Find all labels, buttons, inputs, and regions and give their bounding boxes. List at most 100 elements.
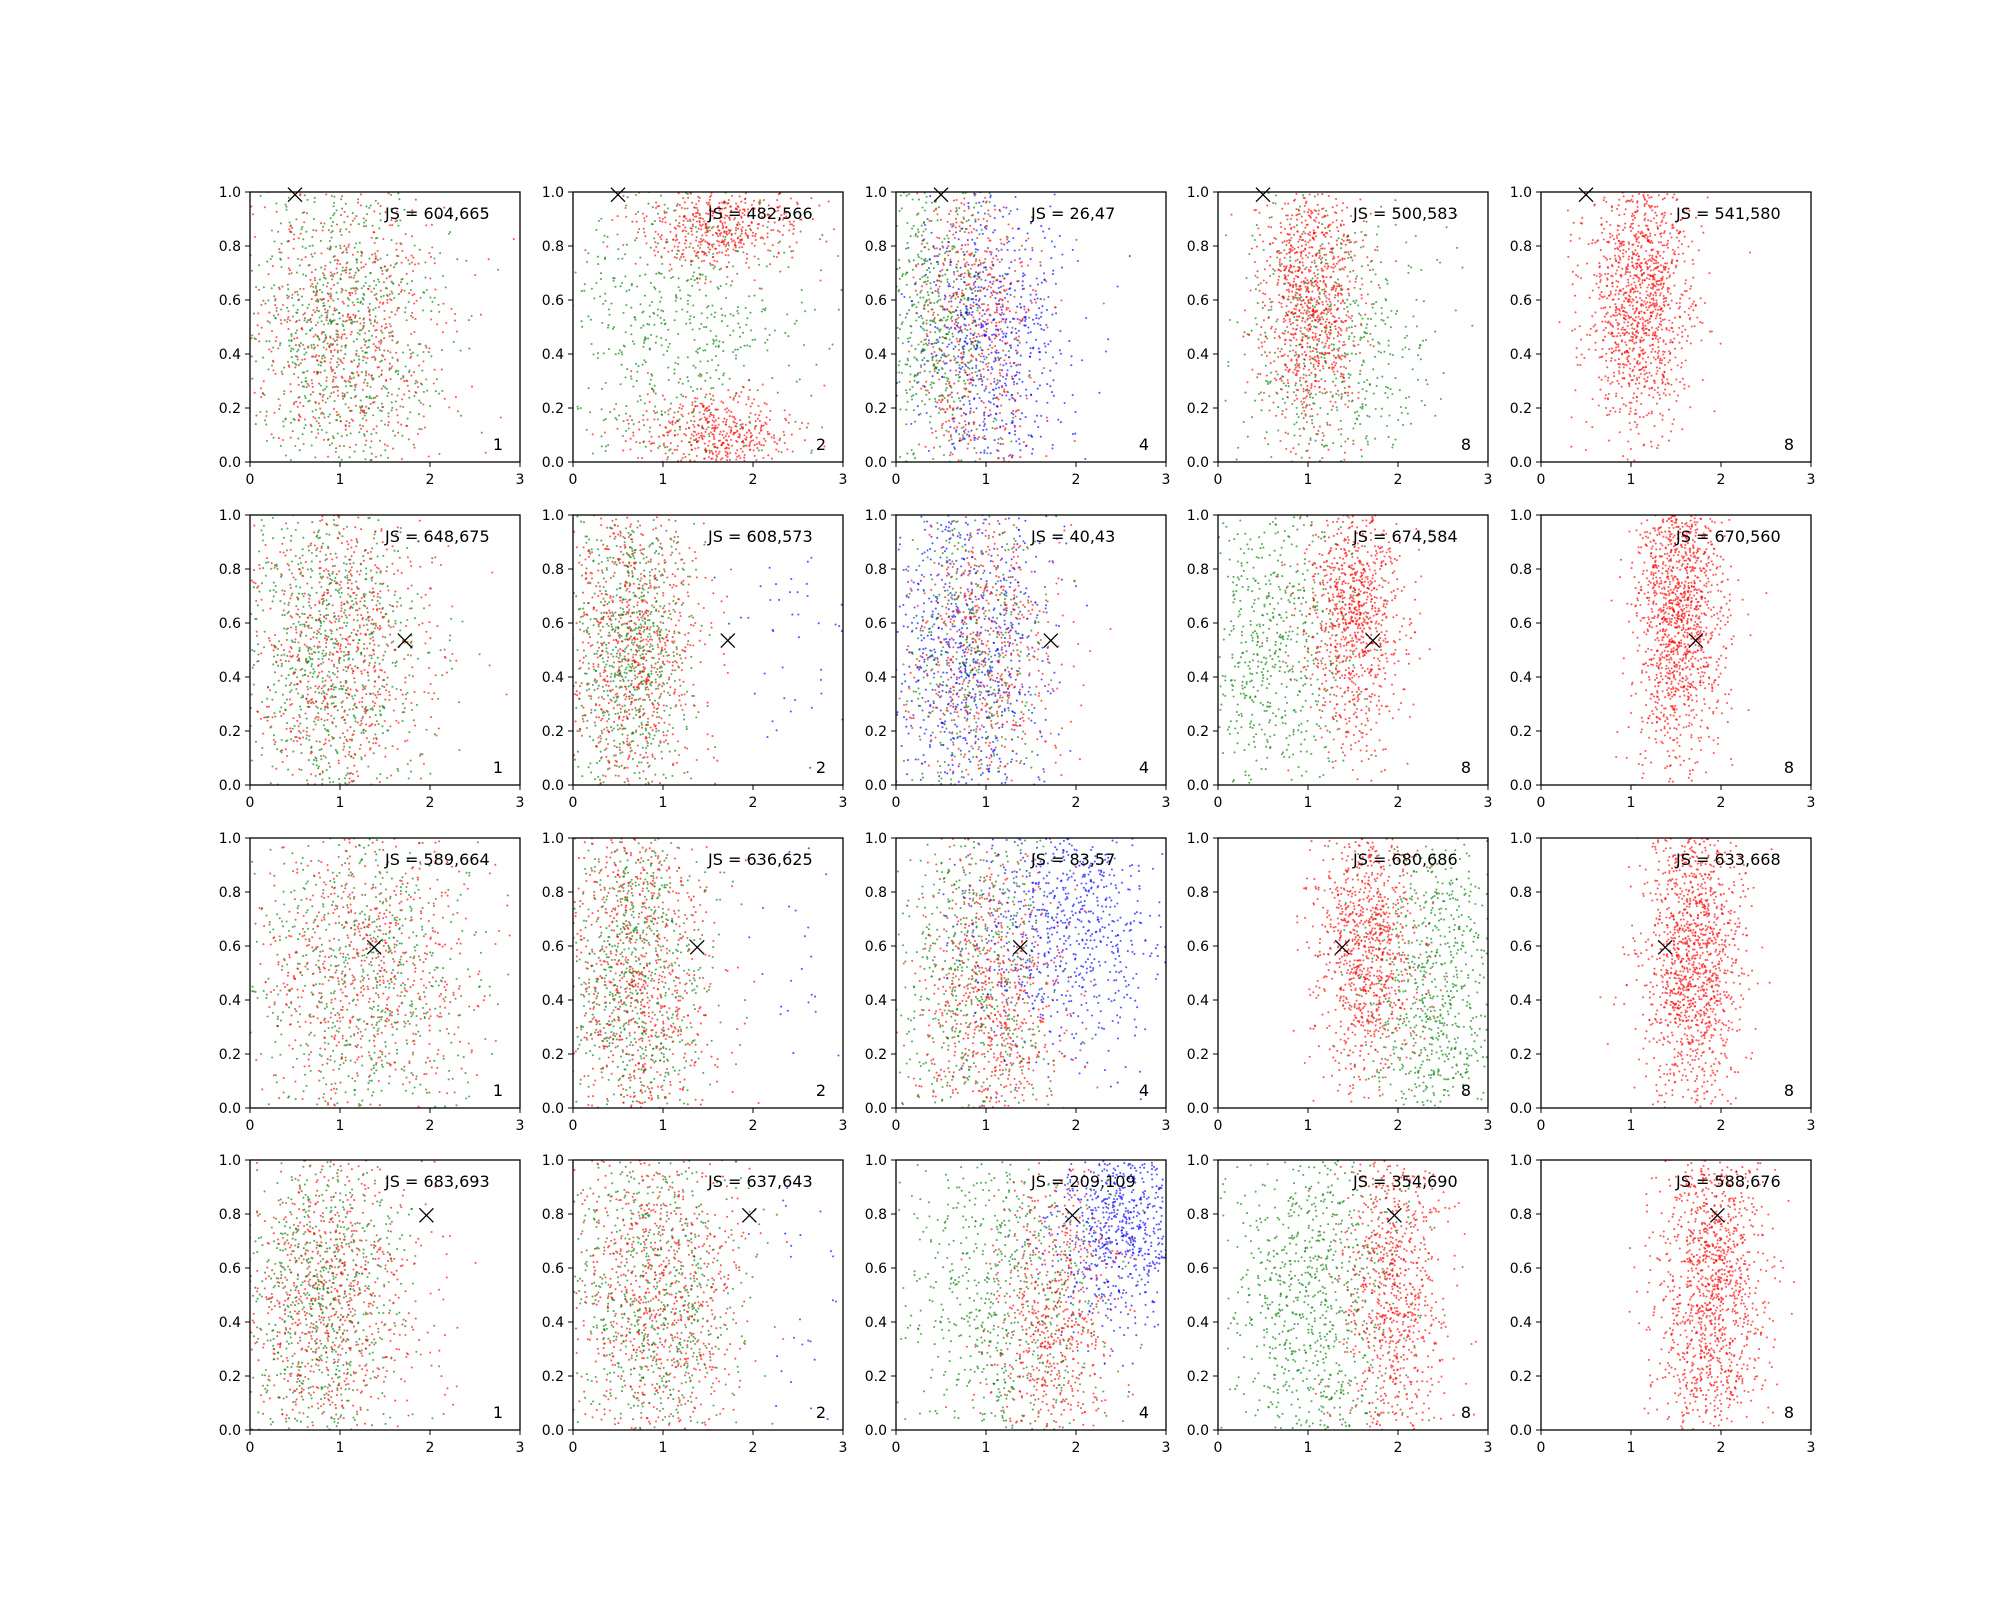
scatter-point-green: [1372, 392, 1375, 395]
scatter-point-green: [325, 385, 328, 388]
scatter-point-red: [776, 229, 779, 232]
scatter-point-red: [310, 298, 313, 301]
scatter-point-red: [316, 344, 319, 347]
scatter-point-green: [357, 310, 360, 313]
scatter-point-blue: [983, 417, 986, 420]
scatter-point-red: [908, 380, 912, 383]
scatter-point-blue: [998, 357, 1001, 360]
scatter-point-blue: [1021, 275, 1024, 278]
scatter-point-blue: [1005, 423, 1008, 426]
scatter-point-red: [711, 264, 714, 267]
scatter-point-green: [1373, 355, 1377, 358]
scatter-point-red: [730, 438, 733, 441]
scatter-point-green: [1375, 301, 1378, 304]
scatter-points: [1224, 192, 1474, 462]
scatter-point-red: [726, 275, 729, 278]
scatter-point-blue: [993, 229, 996, 232]
scatter-point-green: [656, 308, 660, 311]
scatter-point-green: [368, 308, 371, 311]
scatter-point-green: [254, 338, 257, 341]
scatter-point-green: [296, 308, 299, 311]
scatter-point-red: [681, 252, 685, 255]
scatter-point-red: [1001, 340, 1004, 343]
scatter-point-green: [302, 238, 305, 241]
scatter-point-red: [940, 426, 944, 430]
scatter-point-green: [409, 352, 413, 355]
scatter-point-red: [394, 220, 397, 223]
scatter-point-green: [597, 219, 600, 222]
scatter-point-green: [413, 244, 416, 247]
scatter-point-red: [373, 241, 376, 244]
scatter-point-green: [901, 275, 904, 278]
scatter-point-green: [444, 286, 447, 289]
scatter-point-blue: [986, 288, 989, 291]
scatter-point-red: [712, 212, 715, 215]
scatter-point-blue: [984, 266, 987, 269]
scatter-point-green: [910, 448, 913, 452]
scatter-point-red: [341, 361, 344, 365]
scatter-point-green: [961, 315, 965, 318]
scatter-point-red: [947, 394, 950, 397]
scatter-point-red: [749, 441, 752, 444]
scatter-point-green: [622, 420, 625, 423]
scatter-point-green: [385, 277, 388, 280]
scatter-point-blue: [1020, 412, 1024, 415]
scatter-point-blue: [907, 340, 910, 343]
scatter-point-blue: [1038, 384, 1041, 387]
scatter-point-green: [371, 378, 374, 381]
scatter-point-red: [979, 360, 982, 363]
scatter-point-red: [698, 221, 701, 224]
scatter-point-green: [268, 340, 271, 343]
scatter-point-green: [705, 254, 708, 257]
scatter-point-green: [358, 317, 361, 320]
scatter-point-red: [642, 227, 645, 230]
scatter-point-red: [724, 206, 727, 209]
scatter-point-red: [648, 400, 651, 404]
scatter-point-red: [739, 447, 742, 450]
scatter-point-green: [976, 274, 979, 277]
scatter-point-green: [943, 376, 946, 379]
scatter-point-green: [766, 226, 769, 229]
scatter-point-blue: [1004, 382, 1007, 385]
scatter-point-green: [314, 311, 317, 314]
scatter-point-green: [742, 364, 745, 367]
scatter-point-green: [693, 316, 696, 319]
scatter-point-green: [909, 235, 912, 238]
scatter-point-red: [281, 373, 284, 376]
scatter-point-green: [1325, 361, 1328, 365]
scatter-point-green: [294, 444, 297, 448]
scatter-point-green: [405, 319, 408, 322]
scatter-point-red: [962, 395, 965, 398]
scatter-point-red: [399, 242, 402, 245]
scatter-point-red: [351, 253, 355, 256]
scatter-point-blue: [910, 422, 913, 425]
scatter-point-blue: [943, 308, 946, 311]
scatter-point-blue: [936, 290, 939, 293]
scatter-point-green: [303, 317, 306, 320]
scatter-point-green: [930, 262, 933, 265]
scatter-point-green: [732, 329, 735, 332]
scatter-point-green: [758, 203, 761, 206]
axes-frame: [572, 191, 844, 463]
scatter-point-green: [709, 411, 712, 414]
scatter-point-green: [1372, 302, 1375, 305]
scatter-point-red: [394, 217, 397, 221]
scatter-point-blue: [930, 352, 933, 355]
scatter-point-green: [968, 367, 971, 370]
scatter-point-blue: [998, 208, 1001, 211]
scatter-point-green: [1357, 304, 1360, 307]
scatter-point-red: [1009, 361, 1012, 365]
scatter-point-green: [402, 375, 405, 378]
scatter-point-red: [337, 333, 340, 336]
scatter-point-green: [618, 349, 621, 352]
scatter-point-green: [648, 430, 651, 433]
scatter-point-red: [268, 348, 271, 351]
scatter-point-green: [705, 306, 708, 309]
scatter-point-green: [898, 371, 901, 374]
scatter-point-red: [952, 233, 955, 236]
scatter-point-red: [295, 400, 298, 403]
scatter-point-blue: [966, 308, 969, 311]
scatter-point-green: [681, 308, 684, 311]
scatter-point-red: [773, 436, 776, 440]
scatter-point-green: [350, 397, 353, 400]
